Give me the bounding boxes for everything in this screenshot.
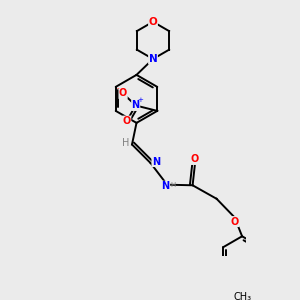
Text: N: N <box>152 157 160 166</box>
Text: H: H <box>170 182 176 188</box>
Text: O: O <box>123 116 131 126</box>
Text: CH₃: CH₃ <box>233 292 251 300</box>
Text: N: N <box>161 181 170 191</box>
Text: O: O <box>231 217 239 226</box>
Text: O: O <box>191 154 199 164</box>
Text: N: N <box>132 100 140 110</box>
Text: +: + <box>137 97 143 103</box>
Text: O: O <box>148 17 158 27</box>
Text: H: H <box>122 138 129 148</box>
Text: N: N <box>148 54 158 64</box>
Text: -: - <box>117 86 119 92</box>
Text: O: O <box>119 88 127 98</box>
